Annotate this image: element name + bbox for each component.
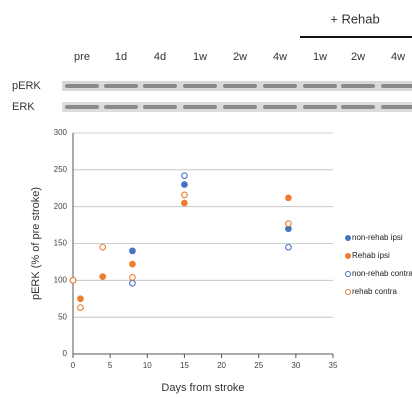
- y-tick-label: 250: [54, 165, 68, 174]
- band: [381, 105, 412, 109]
- x-tick-label: 5: [108, 361, 113, 370]
- point: [182, 182, 188, 188]
- point: [70, 278, 76, 284]
- lane-label: 2w: [351, 51, 365, 63]
- band: [341, 84, 375, 88]
- band: [143, 105, 177, 109]
- band: [303, 105, 337, 109]
- band: [65, 105, 99, 109]
- band: [65, 84, 99, 88]
- y-tick-label: 200: [54, 202, 68, 211]
- legend-marker: [346, 254, 351, 259]
- point: [130, 261, 136, 267]
- y-tick-label: 100: [54, 275, 68, 284]
- band: [263, 105, 297, 109]
- band: [183, 84, 217, 88]
- legend-label: Rehab ipsi: [352, 251, 390, 260]
- x-tick-label: 15: [180, 361, 189, 370]
- band: [223, 105, 257, 109]
- point: [286, 221, 292, 227]
- band: [183, 105, 217, 109]
- point: [286, 195, 292, 201]
- band: [341, 105, 375, 109]
- point: [130, 248, 136, 254]
- lane-label: 2w: [233, 51, 247, 63]
- point: [100, 244, 106, 250]
- x-tick-label: 30: [291, 361, 300, 370]
- y-tick-label: 300: [54, 128, 68, 137]
- y-tick-label: 150: [54, 239, 68, 248]
- point: [130, 280, 136, 286]
- x-tick-label: 35: [329, 361, 338, 370]
- row-label: pERK: [12, 80, 41, 92]
- legend-label: non-rehab contra: [352, 269, 412, 278]
- point: [182, 173, 188, 179]
- x-tick-label: 0: [71, 361, 76, 370]
- lane-label: 1w: [313, 51, 327, 63]
- y-tick-label: 0: [63, 349, 68, 358]
- y-axis-label: pERK (% of pre stroke): [30, 187, 42, 300]
- band: [381, 84, 412, 88]
- point: [78, 305, 84, 311]
- lane-label: 4w: [273, 51, 287, 63]
- row-label: ERK: [12, 101, 35, 113]
- band: [104, 105, 138, 109]
- point: [78, 296, 84, 302]
- lane-label: pre: [74, 51, 90, 63]
- legend-marker: [346, 272, 351, 277]
- x-tick-label: 20: [217, 361, 226, 370]
- point: [130, 275, 136, 281]
- legend-label: rehab contra: [352, 287, 397, 296]
- lane-label: 1w: [193, 51, 207, 63]
- lane-label: 1d: [115, 51, 127, 63]
- point: [286, 244, 292, 250]
- band: [104, 84, 138, 88]
- x-tick-label: 10: [143, 361, 152, 370]
- lane-label: 4d: [154, 51, 166, 63]
- point: [100, 274, 106, 280]
- band: [303, 84, 337, 88]
- y-tick-label: 50: [58, 312, 67, 321]
- legend-marker: [346, 290, 351, 295]
- figure: + Rehab pre1d4d1w2w4w1w2w4wpERKERK050100…: [0, 0, 412, 399]
- band: [223, 84, 257, 88]
- x-tick-label: 25: [254, 361, 263, 370]
- legend-marker: [346, 236, 351, 241]
- legend-label: non-rehab ipsi: [352, 233, 403, 242]
- x-axis-label: Days from stroke: [161, 382, 244, 394]
- lane-label: 4w: [391, 51, 405, 63]
- band: [263, 84, 297, 88]
- point: [182, 192, 188, 198]
- point: [182, 200, 188, 206]
- group-label: + Rehab: [330, 11, 380, 26]
- band: [143, 84, 177, 88]
